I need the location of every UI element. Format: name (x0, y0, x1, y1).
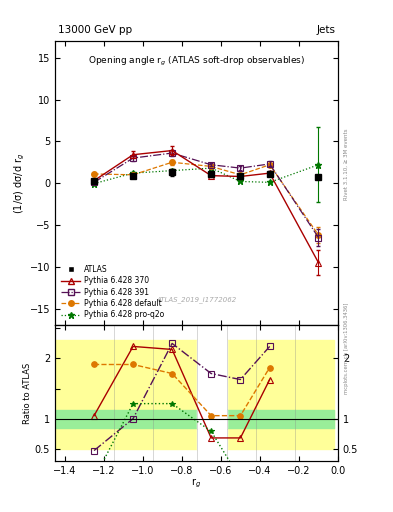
Pythia 6.428 pro-q2o (131, 170, 136, 176)
Pythia 6.428 370 (170, 147, 174, 154)
Text: Opening angle r$_g$ (ATLAS soft-drop observables): Opening angle r$_g$ (ATLAS soft-drop obs… (88, 55, 305, 68)
Pythia 6.428 391 (316, 234, 321, 241)
Pythia 6.428 370 (238, 174, 243, 180)
Y-axis label: (1/σ) dσ/d r$_g$: (1/σ) dσ/d r$_g$ (13, 153, 27, 214)
Line: Pythia 6.428 391: Pythia 6.428 391 (91, 151, 321, 240)
Pythia 6.428 391 (170, 150, 174, 156)
Pythia 6.428 pro-q2o (267, 179, 272, 185)
Pythia 6.428 default (238, 172, 243, 178)
Line: Pythia 6.428 default: Pythia 6.428 default (91, 159, 321, 238)
Pythia 6.428 pro-q2o (238, 178, 243, 184)
Pythia 6.428 370 (209, 173, 213, 179)
ATLAS (316, 174, 321, 180)
Pythia 6.428 default (92, 171, 96, 177)
Pythia 6.428 pro-q2o (170, 167, 174, 174)
Pythia 6.428 default (131, 172, 136, 178)
Text: Jets: Jets (316, 25, 335, 35)
ATLAS (170, 169, 174, 176)
Line: ATLAS: ATLAS (90, 169, 322, 184)
Pythia 6.428 391 (92, 179, 96, 185)
Pythia 6.428 391 (267, 161, 272, 167)
Pythia 6.428 370 (267, 170, 272, 176)
ATLAS (131, 173, 136, 179)
Pythia 6.428 370 (92, 178, 96, 184)
X-axis label: r$_g$: r$_g$ (191, 477, 202, 490)
ATLAS (92, 178, 96, 184)
Legend: ATLAS, Pythia 6.428 370, Pythia 6.428 391, Pythia 6.428 default, Pythia 6.428 pr: ATLAS, Pythia 6.428 370, Pythia 6.428 39… (59, 263, 167, 322)
Pythia 6.428 391 (209, 162, 213, 168)
Pythia 6.428 pro-q2o (92, 181, 96, 187)
Pythia 6.428 default (316, 232, 321, 238)
Line: Pythia 6.428 370: Pythia 6.428 370 (91, 148, 321, 265)
Pythia 6.428 370 (131, 152, 136, 158)
ATLAS (238, 173, 243, 179)
Pythia 6.428 391 (238, 165, 243, 171)
Line: Pythia 6.428 pro-q2o: Pythia 6.428 pro-q2o (90, 161, 322, 187)
Pythia 6.428 default (209, 163, 213, 169)
Pythia 6.428 391 (131, 155, 136, 161)
Pythia 6.428 default (267, 162, 272, 168)
Pythia 6.428 default (170, 159, 174, 165)
Text: 13000 GeV pp: 13000 GeV pp (58, 25, 132, 35)
Pythia 6.428 370 (316, 260, 321, 266)
ATLAS (209, 171, 213, 177)
Text: Rivet 3.1.10, ≥ 3M events: Rivet 3.1.10, ≥ 3M events (344, 128, 349, 200)
Pythia 6.428 pro-q2o (316, 162, 321, 168)
Pythia 6.428 pro-q2o (209, 165, 213, 171)
Text: mcplots.cern.ch [arXiv:1306.3436]: mcplots.cern.ch [arXiv:1306.3436] (344, 303, 349, 394)
Text: ATLAS_2019_I1772062: ATLAS_2019_I1772062 (156, 296, 237, 303)
Y-axis label: Ratio to ATLAS: Ratio to ATLAS (23, 362, 32, 424)
ATLAS (267, 171, 272, 177)
